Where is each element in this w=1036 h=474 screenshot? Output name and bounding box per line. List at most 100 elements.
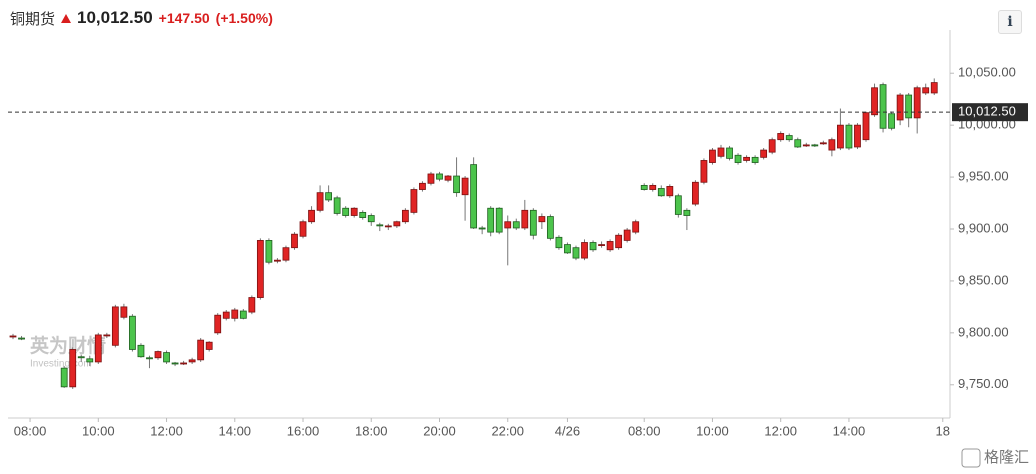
candle-body bbox=[325, 192, 333, 201]
candle-body bbox=[862, 112, 870, 141]
candle-body bbox=[879, 84, 887, 129]
info-button[interactable]: i bbox=[998, 10, 1022, 34]
candle-body bbox=[930, 82, 938, 94]
candle-body bbox=[888, 113, 895, 129]
last-price-label: 10,012.50 bbox=[958, 104, 1016, 119]
watermark-sub: Investing.com bbox=[30, 359, 92, 370]
candle-body bbox=[333, 197, 341, 214]
candle-body bbox=[666, 186, 674, 197]
candle-body bbox=[572, 247, 580, 259]
candle-body bbox=[854, 124, 861, 148]
x-tick-label: 16:00 bbox=[287, 423, 320, 438]
candle-body bbox=[171, 362, 179, 365]
x-tick-label: 12:00 bbox=[150, 423, 183, 438]
candle-body bbox=[802, 144, 810, 147]
candle-body bbox=[359, 211, 367, 218]
y-tick-label: 9,850.00 bbox=[958, 272, 1009, 287]
candle-body bbox=[589, 242, 597, 251]
y-tick-label: 10,050.00 bbox=[958, 65, 1016, 80]
candle-body bbox=[794, 139, 802, 148]
candle-body bbox=[504, 221, 512, 229]
candle-body bbox=[316, 192, 324, 211]
logo: 格隆汇 bbox=[984, 449, 1029, 466]
candle-body bbox=[768, 139, 776, 153]
candle-body bbox=[478, 227, 486, 230]
candle-body bbox=[163, 352, 170, 363]
candle-body bbox=[265, 240, 273, 263]
logo-icon bbox=[961, 448, 981, 468]
candle-body bbox=[896, 94, 904, 121]
candle-body bbox=[913, 87, 921, 119]
x-tick-label: 20:00 bbox=[423, 423, 456, 438]
candle-body bbox=[521, 209, 529, 229]
candle-body bbox=[743, 156, 750, 161]
candle-body bbox=[717, 147, 725, 157]
candle-body bbox=[401, 209, 409, 223]
candle-body bbox=[828, 139, 836, 151]
candle-body bbox=[188, 359, 196, 363]
candle-body bbox=[905, 94, 913, 119]
candle-body bbox=[461, 177, 469, 196]
candle-body bbox=[146, 357, 153, 360]
candle-body bbox=[274, 259, 281, 262]
candle-body bbox=[751, 156, 759, 163]
candle-body bbox=[615, 234, 623, 249]
instrument-name: 铜期货 bbox=[10, 10, 56, 28]
x-tick-label: 08:00 bbox=[628, 423, 661, 438]
candle-body bbox=[555, 236, 563, 249]
candle-body bbox=[180, 362, 188, 365]
candle-body bbox=[529, 209, 537, 236]
y-tick-label: 9,750.00 bbox=[958, 376, 1009, 391]
candle-body bbox=[444, 175, 452, 181]
candle-body bbox=[308, 209, 315, 223]
up-arrow bbox=[61, 13, 72, 23]
candle-body bbox=[546, 216, 554, 239]
x-tick-label: 14:00 bbox=[833, 423, 866, 438]
x-tick-label: 14:00 bbox=[219, 423, 252, 438]
candle-body bbox=[205, 341, 213, 350]
price-change-pct: (+1.50%) bbox=[215, 10, 273, 26]
candle-body bbox=[214, 314, 222, 334]
candle-body bbox=[18, 337, 25, 340]
candle-body bbox=[197, 339, 205, 361]
x-tick-label: 10:00 bbox=[696, 423, 729, 438]
candle-body bbox=[538, 216, 546, 223]
x-tick-label: 18:00 bbox=[355, 423, 388, 438]
candle-body bbox=[845, 124, 853, 149]
x-tick-label: 10:00 bbox=[82, 423, 115, 438]
candle-body bbox=[222, 311, 230, 319]
candle-body bbox=[384, 225, 392, 228]
candle-body bbox=[137, 344, 145, 358]
y-tick-label: 9,800.00 bbox=[958, 324, 1009, 339]
candle-body bbox=[623, 229, 631, 241]
candle-body bbox=[683, 209, 691, 216]
candle-body bbox=[487, 207, 495, 233]
candle-body bbox=[376, 224, 384, 227]
candle-body bbox=[410, 189, 418, 213]
candle-body bbox=[69, 349, 77, 388]
header: 铜期货 10,012.50 +147.50 (+1.50%) bbox=[10, 6, 273, 30]
candle-body bbox=[922, 87, 930, 94]
candle-body bbox=[299, 221, 307, 237]
candle-body bbox=[657, 188, 665, 197]
y-tick-label: 9,900.00 bbox=[958, 220, 1009, 235]
candle-body bbox=[640, 184, 648, 190]
candle-body bbox=[231, 309, 239, 319]
candle-body bbox=[785, 135, 793, 141]
candle-body bbox=[419, 182, 426, 190]
last-price: 10,012.50 bbox=[77, 8, 153, 27]
candle-body bbox=[248, 297, 256, 313]
candle-body bbox=[606, 241, 614, 251]
candle-body bbox=[342, 207, 350, 216]
candle-body bbox=[734, 154, 742, 163]
candle-body bbox=[350, 207, 358, 216]
candle-body bbox=[581, 242, 588, 259]
candle-body bbox=[760, 149, 768, 158]
candle-body bbox=[60, 367, 68, 388]
watermark: 英为财情 bbox=[30, 334, 106, 357]
candle-body bbox=[239, 310, 247, 319]
candle-body bbox=[700, 160, 708, 183]
candle-body bbox=[871, 87, 878, 116]
